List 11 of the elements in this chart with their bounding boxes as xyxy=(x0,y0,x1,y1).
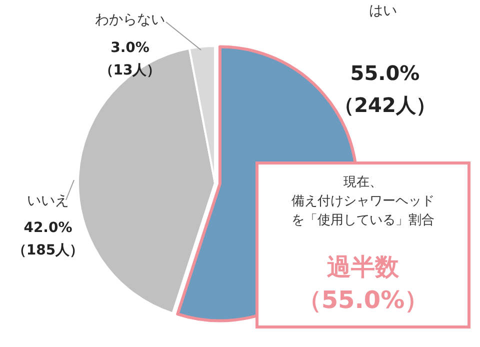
data-label: 55.0% （242人） xyxy=(334,61,436,117)
slice-label: はい xyxy=(369,3,397,19)
data-label: 42.0% （185人） xyxy=(12,220,84,258)
text: （55.0%） xyxy=(297,286,429,314)
data-label: 3.0% （13人） xyxy=(99,40,161,78)
text: 過半数 xyxy=(327,253,400,281)
text: を「使用している」割合 xyxy=(292,213,434,228)
text: 現在、 xyxy=(344,175,382,190)
slice-label: いいえ xyxy=(27,193,69,209)
text: 備え付けシャワーヘッド xyxy=(292,194,434,209)
slice-label: わからない xyxy=(95,12,165,28)
